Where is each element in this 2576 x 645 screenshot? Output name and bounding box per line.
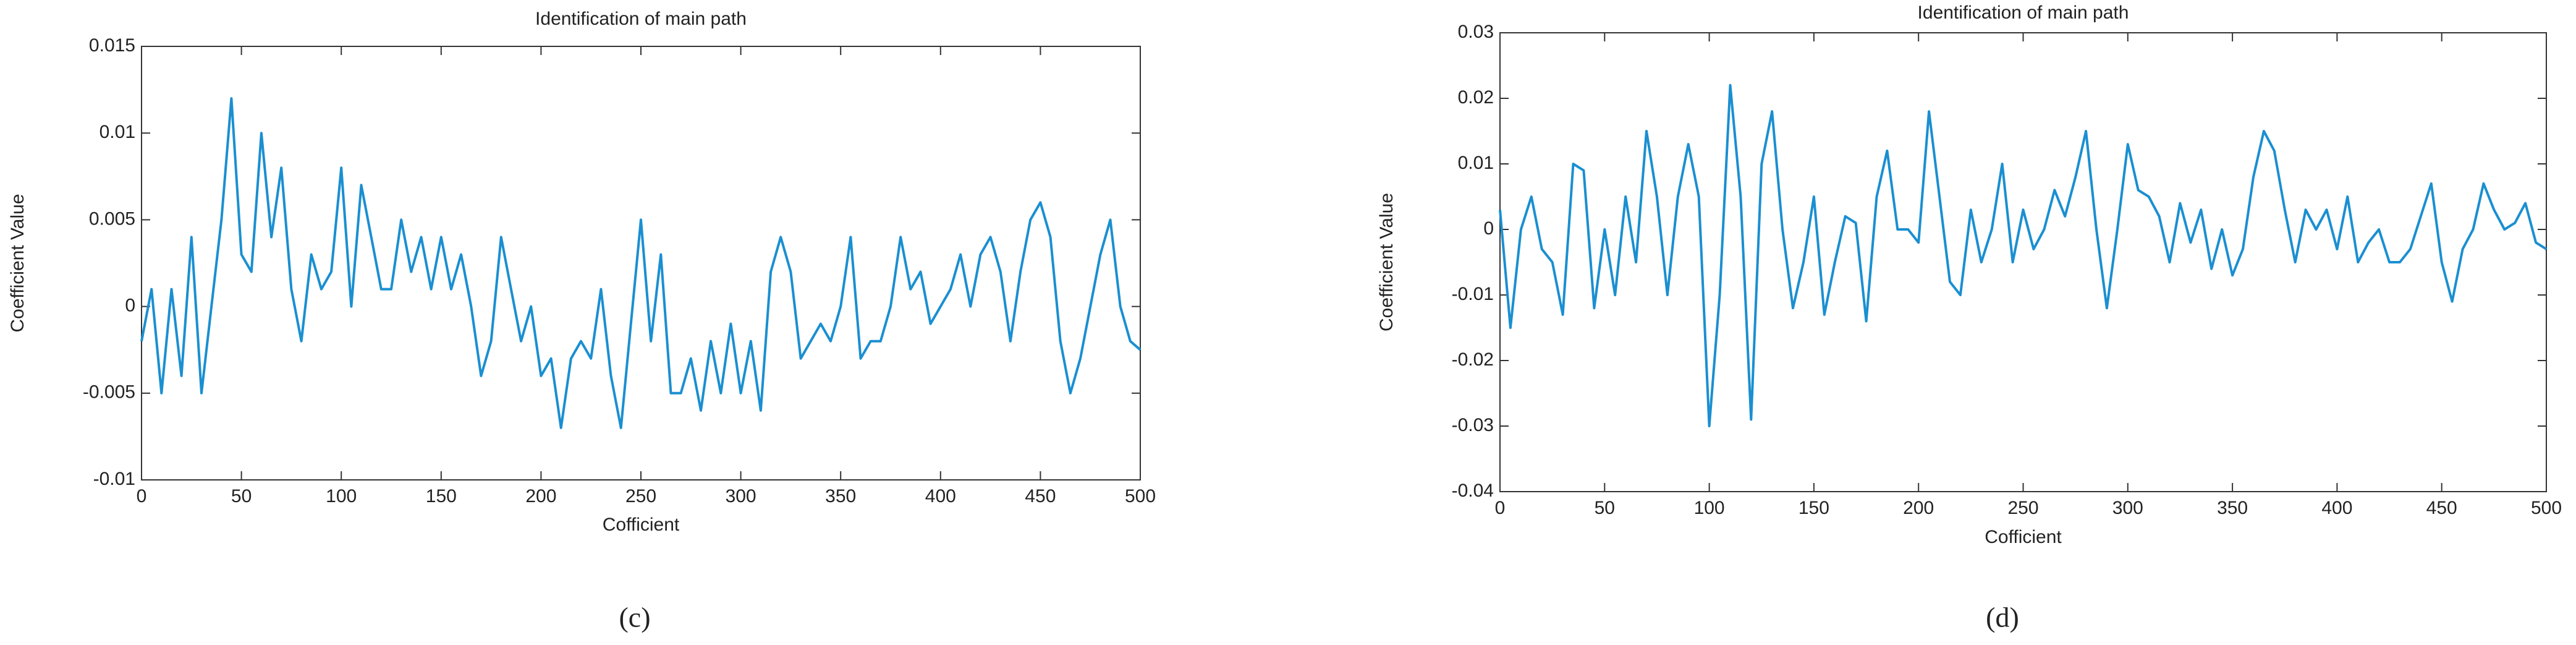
panel-caption: (d)	[1986, 602, 2019, 633]
y-tick-label: 0.01	[1458, 153, 1494, 173]
chart-title: Identification of main path	[1918, 2, 2129, 23]
x-tick-label: 150	[1799, 498, 1829, 518]
y-axis-label: Coefficient Value	[7, 194, 28, 332]
x-tick-label: 100	[326, 486, 357, 506]
x-tick-label: 250	[625, 486, 656, 506]
axes-frame	[141, 46, 1141, 481]
x-tick-label: 150	[426, 486, 457, 506]
x-tick-label: 0	[1495, 498, 1506, 518]
x-tick-label: 50	[231, 486, 252, 506]
y-tick-label: 0	[1483, 218, 1494, 239]
data-line	[140, 97, 1142, 429]
x-tick-label: 300	[726, 486, 756, 506]
panel-caption: (c)	[619, 602, 650, 633]
y-tick-label: -0.02	[1452, 349, 1494, 370]
x-tick-label: 350	[825, 486, 856, 506]
y-tick-label: -0.01	[93, 469, 135, 489]
y-tick-label: 0.02	[1458, 87, 1494, 108]
x-tick-label: 200	[525, 486, 556, 506]
y-tick-label: -0.01	[1452, 284, 1494, 304]
y-tick-label: 0.01	[100, 122, 135, 142]
x-axis-label: Cofficient	[1985, 527, 2062, 547]
x-tick-label: 50	[1595, 498, 1615, 518]
x-tick-label: 0	[137, 486, 147, 506]
chart-title: Identification of main path	[535, 9, 747, 29]
y-tick-label: -0.005	[83, 382, 135, 403]
x-tick-label: 200	[1903, 498, 1934, 518]
y-tick-label: 0	[125, 296, 135, 316]
y-tick-label: -0.03	[1452, 415, 1494, 435]
x-tick-label: 250	[2007, 498, 2038, 518]
y-axis-label: Coefficient Value	[1376, 193, 1397, 331]
x-tick-label: 500	[2531, 498, 2562, 518]
x-tick-label: 400	[925, 486, 956, 506]
y-tick-label: 0.03	[1458, 22, 1494, 42]
y-tick-label: 0.015	[89, 35, 135, 56]
y-tick-label: -0.04	[1452, 481, 1494, 501]
x-tick-label: 400	[2321, 498, 2352, 518]
x-axis-label: Cofficient	[603, 515, 680, 535]
x-tick-label: 450	[1025, 486, 1056, 506]
y-tick-label: 0.005	[89, 208, 135, 229]
x-tick-label: 100	[1694, 498, 1725, 518]
x-tick-label: 350	[2217, 498, 2248, 518]
x-tick-label: 500	[1125, 486, 1156, 506]
data-line	[1499, 83, 2548, 427]
x-tick-label: 450	[2426, 498, 2457, 518]
x-tick-label: 300	[2112, 498, 2143, 518]
